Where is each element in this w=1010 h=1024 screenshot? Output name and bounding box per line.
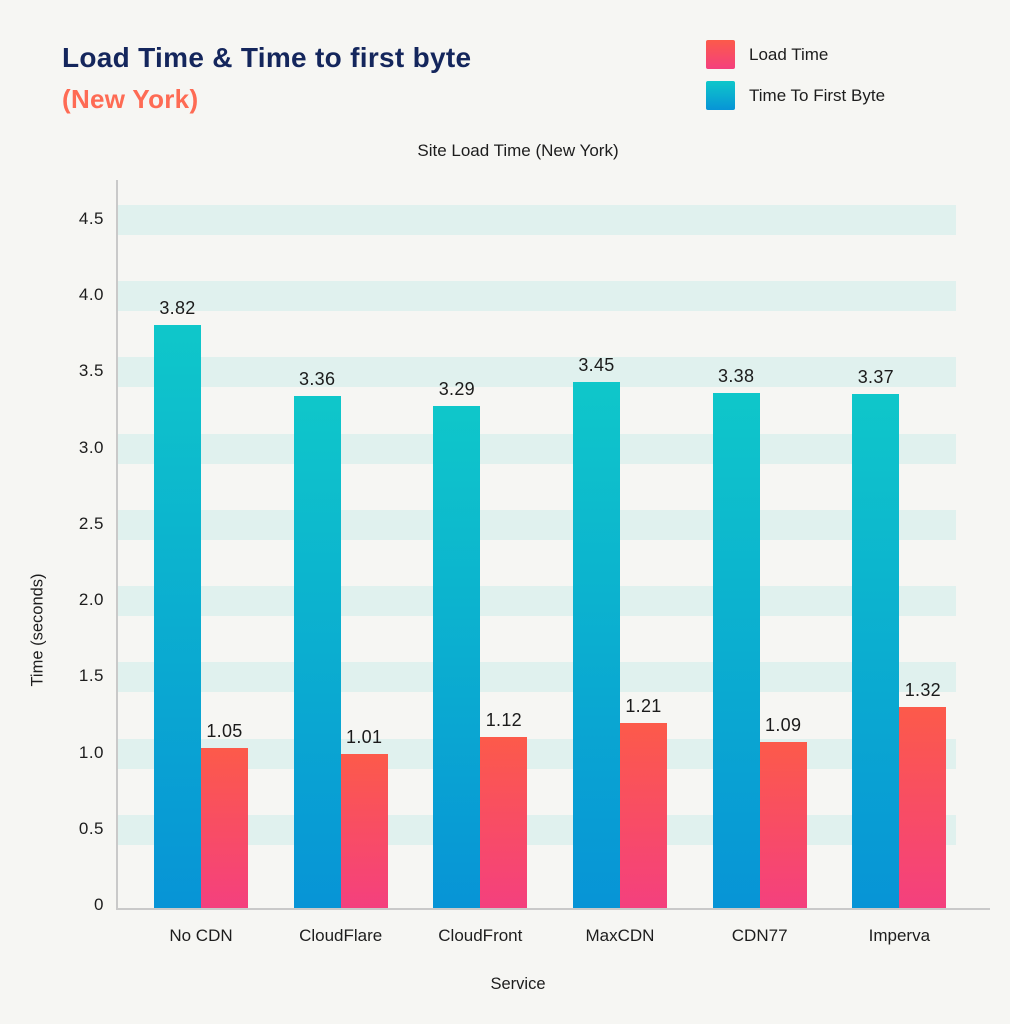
bar-value-label: 3.38	[718, 366, 755, 386]
bar-load-time	[899, 707, 947, 908]
bar-value-label: 1.12	[485, 710, 522, 730]
bar-value-label: 1.09	[765, 715, 802, 735]
bar-value-label: 1.32	[904, 680, 941, 700]
bar-load-time	[480, 737, 528, 908]
bar-load-time	[201, 748, 248, 908]
y-tick-label: 1.0	[78, 742, 104, 762]
y-tick-label: 4.5	[78, 208, 104, 228]
grid-band	[118, 814, 956, 845]
grid-band	[118, 738, 956, 769]
bar-load-time	[620, 723, 667, 908]
bar-load-time	[759, 742, 807, 908]
page-title: Load Time & Time to first byte	[62, 42, 472, 73]
bar-value-label: 1.21	[625, 696, 662, 716]
bar-value-label: 3.37	[857, 367, 894, 387]
bar-load-time	[340, 754, 388, 908]
load-time-swatch-icon	[706, 40, 735, 69]
grid-band	[118, 281, 956, 311]
bar-value-label: 1.01	[346, 727, 383, 747]
bar-value-label: 3.45	[578, 355, 615, 375]
x-category-label: Imperva	[868, 926, 931, 945]
legend-item-ttfb: Time To First Byte	[706, 81, 885, 110]
bar-time-to-first-byte	[154, 325, 201, 908]
y-axis-line	[116, 180, 118, 910]
legend-item-load-time: Load Time	[706, 40, 885, 69]
bar-value-label: 3.82	[159, 298, 196, 318]
y-tick-label: 1.5	[78, 666, 104, 686]
y-tick-label: 2.0	[78, 590, 104, 609]
legend-label: Load Time	[749, 44, 829, 64]
x-category-label: No CDN	[169, 926, 233, 945]
grid-band	[118, 586, 956, 616]
bar-time-to-first-byte	[573, 382, 620, 908]
legend-label: Time To First Byte	[749, 85, 886, 105]
y-tick-label: 4.0	[78, 285, 104, 304]
bar-time-to-first-byte	[712, 393, 760, 908]
page-subtitle: (New York)	[62, 84, 199, 114]
ttfb-swatch-icon	[706, 81, 735, 110]
chart-title: Site Load Time (New York)	[417, 141, 619, 160]
legend: Load Time Time To First Byte	[706, 40, 885, 110]
y-tick-label: 3.0	[78, 437, 104, 457]
grid-band	[118, 357, 956, 388]
grid-band	[118, 509, 956, 540]
bar-value-label: 3.29	[438, 379, 475, 399]
bar-time-to-first-byte	[433, 406, 481, 908]
bar-time-to-first-byte	[852, 394, 900, 908]
bar-time-to-first-byte	[293, 396, 341, 908]
x-axis-title: Service	[490, 975, 546, 993]
plot-area: 3.82 1.05 3.36 1.01 3.29 1.12 3.45 1.21 3.38 1.09…	[118, 180, 956, 908]
y-tick-label: 3.5	[78, 361, 104, 381]
grid-band	[118, 662, 956, 693]
grid-band	[118, 204, 956, 235]
bar-value-label: 3.36	[299, 369, 336, 389]
x-category-label: MaxCDN	[585, 926, 655, 945]
grid-band	[118, 433, 956, 464]
y-tick-label: 0.5	[78, 818, 104, 838]
y-tick-label: 2.5	[78, 513, 104, 533]
x-category-label: CloudFront	[438, 926, 523, 945]
x-category-label: CloudFlare	[299, 926, 383, 945]
x-category-label: CDN77	[731, 926, 788, 945]
x-axis-line	[116, 908, 990, 910]
bar-value-label: 1.05	[206, 721, 243, 741]
y-tick-label: 0	[94, 895, 104, 914]
